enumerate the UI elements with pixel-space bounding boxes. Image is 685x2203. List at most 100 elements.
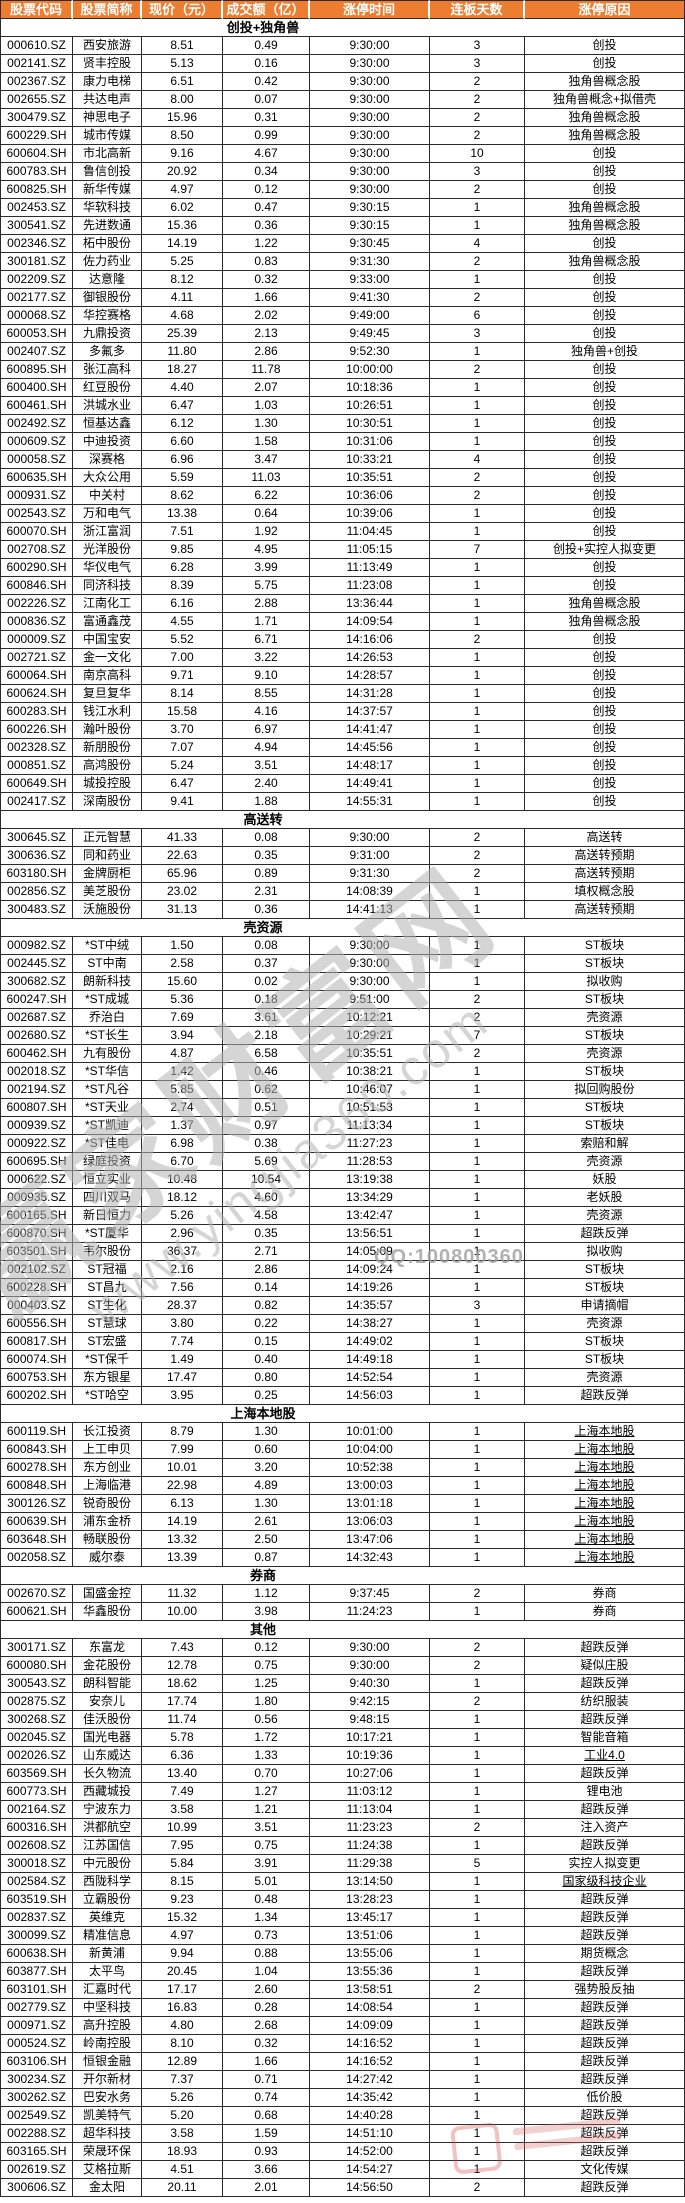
table-row: 300606.SZ 金太阳 20.11 2.01 14:56:50 2 超跌反弹 <box>0 2179 685 2197</box>
cell-price: 2.58 <box>142 955 223 973</box>
cell-turnover: 0.89 <box>223 865 310 883</box>
table-row: 300171.SZ 东富龙 7.43 0.12 9:30:00 2 超跌反弹 <box>0 1639 685 1657</box>
cell-reason: 填权概念股 <box>525 883 685 901</box>
cell-price: 12.78 <box>142 1657 223 1675</box>
cell-stock-name: 多氟多 <box>73 343 142 361</box>
cell-reason: 上海本地股 <box>525 1549 685 1567</box>
cell-limit-time: 11:05:15 <box>310 541 430 559</box>
cell-limit-time: 10:36:06 <box>310 487 430 505</box>
cell-limit-time: 9:30:00 <box>310 829 430 847</box>
cell-limit-time: 13:42:47 <box>310 1207 430 1225</box>
cell-consecutive-days: 1 <box>430 1747 525 1765</box>
cell-turnover: 1.12 <box>223 1585 310 1603</box>
cell-price: 4.51 <box>142 2161 223 2179</box>
table-row: 002445.SZ ST中南 2.58 0.37 9:30:00 1 ST板块 <box>0 955 685 973</box>
cell-price: 17.47 <box>142 1369 223 1387</box>
table-row: 603106.SH 恒银金融 12.89 1.66 14:16:52 1 超跌反弹 <box>0 2053 685 2071</box>
cell-stock-name: 华软科技 <box>73 199 142 217</box>
cell-limit-time: 14:49:18 <box>310 1351 430 1369</box>
cell-price: 6.47 <box>142 775 223 793</box>
cell-consecutive-days: 1 <box>430 1261 525 1279</box>
cell-stock-code: 002226.SZ <box>0 595 73 613</box>
cell-turnover: 0.12 <box>223 1639 310 1657</box>
header-cell-limit-time: 涨停时间 <box>310 0 430 19</box>
table-row: 600604.SH 市北高新 9.16 4.67 9:30:00 10 创投 <box>0 145 685 163</box>
cell-price: 3.95 <box>142 1387 223 1405</box>
cell-stock-name: 精准信息 <box>73 1927 142 1945</box>
cell-limit-time: 10:30:51 <box>310 415 430 433</box>
cell-price: 1.49 <box>142 1351 223 1369</box>
cell-price: 5.24 <box>142 757 223 775</box>
cell-limit-time: 13:28:23 <box>310 1891 430 1909</box>
cell-stock-name: 畅联股份 <box>73 1531 142 1549</box>
table-row: 002367.SZ 康力电梯 6.51 0.42 9:30:00 2 独角兽概念股 <box>0 73 685 91</box>
cell-reason: 创投 <box>525 703 685 721</box>
cell-limit-time: 11:13:34 <box>310 1117 430 1135</box>
table-row: 600638.SH 新黄浦 9.94 0.88 13:55:06 1 期货概念 <box>0 1945 685 1963</box>
cell-stock-name: 江苏国信 <box>73 1837 142 1855</box>
cell-reason: 注入资产 <box>525 1819 685 1837</box>
cell-stock-name: 山东威达 <box>73 1747 142 1765</box>
cell-consecutive-days: 1 <box>430 667 525 685</box>
cell-consecutive-days: 1 <box>430 775 525 793</box>
cell-price: 18.62 <box>142 1675 223 1693</box>
cell-stock-name: 鲁信创投 <box>73 163 142 181</box>
cell-limit-time: 10:31:06 <box>310 433 430 451</box>
table-row: 002856.SZ 美芝股份 23.02 2.31 14:08:39 1 填权概念股 <box>0 883 685 901</box>
cell-reason: 创投+实控人拟变更 <box>525 541 685 559</box>
cell-price: 9.23 <box>142 1891 223 1909</box>
cell-turnover: 8.55 <box>223 685 310 703</box>
cell-stock-name: 佳沃股份 <box>73 1711 142 1729</box>
table-row: 300018.SZ 中元股份 5.84 3.91 11:29:38 5 实控人拟变更 <box>0 1855 685 1873</box>
section-header-row: 壳资源 <box>0 919 685 937</box>
cell-turnover: 0.83 <box>223 253 310 271</box>
cell-consecutive-days: 1 <box>430 1063 525 1081</box>
cell-reason: 超跌反弹 <box>525 1891 685 1909</box>
cell-stock-code: 002018.SZ <box>0 1063 73 1081</box>
cell-consecutive-days: 1 <box>430 1099 525 1117</box>
cell-stock-code: 600316.SH <box>0 1819 73 1837</box>
cell-consecutive-days: 2 <box>430 109 525 127</box>
cell-price: 2.96 <box>142 1225 223 1243</box>
cell-consecutive-days: 4 <box>430 235 525 253</box>
cell-consecutive-days: 1 <box>430 397 525 415</box>
table-row: 603569.SH 长久物流 13.40 0.70 10:27:06 1 超跌反弹 <box>0 1765 685 1783</box>
cell-turnover: 3.98 <box>223 1603 310 1621</box>
section-title: 壳资源 <box>0 919 525 937</box>
cell-reason: 超跌反弹 <box>525 1909 685 1927</box>
cell-stock-code: 600843.SH <box>0 1441 73 1459</box>
cell-stock-code: 600753.SH <box>0 1369 73 1387</box>
cell-stock-code: 300479.SZ <box>0 109 73 127</box>
cell-stock-name: 美芝股份 <box>73 883 142 901</box>
cell-limit-time: 14:49:41 <box>310 775 430 793</box>
table-row: 002680.SZ *ST长生 3.94 2.18 10:29:21 7 ST板块 <box>0 1027 685 1045</box>
cell-limit-time: 14:38:27 <box>310 1315 430 1333</box>
cell-consecutive-days: 1 <box>430 1441 525 1459</box>
cell-reason: 独角兽概念股 <box>525 73 685 91</box>
cell-stock-code: 600695.SH <box>0 1153 73 1171</box>
cell-consecutive-days: 2 <box>430 1045 525 1063</box>
cell-reason: 超跌反弹 <box>525 2017 685 2035</box>
cell-stock-code: 000982.SZ <box>0 937 73 955</box>
cell-stock-code: 603648.SH <box>0 1531 73 1549</box>
cell-stock-name: 锐奇股份 <box>73 1495 142 1513</box>
cell-turnover: 0.82 <box>223 1297 310 1315</box>
cell-limit-time: 14:52:54 <box>310 1369 430 1387</box>
cell-limit-time: 14:41:47 <box>310 721 430 739</box>
cell-consecutive-days: 1 <box>430 973 525 991</box>
cell-stock-code: 002045.SZ <box>0 1729 73 1747</box>
cell-turnover: 1.88 <box>223 793 310 811</box>
cell-turnover: 1.30 <box>223 1423 310 1441</box>
table-row: 002543.SZ 万和电气 13.38 0.64 10:39:06 1 创投 <box>0 505 685 523</box>
cell-limit-time: 14:09:54 <box>310 613 430 631</box>
table-row: 000058.SZ 深赛格 6.96 3.47 10:33:21 4 创投 <box>0 451 685 469</box>
cell-price: 2.74 <box>142 1099 223 1117</box>
cell-limit-time: 10:17:21 <box>310 1729 430 1747</box>
cell-stock-code: 002328.SZ <box>0 739 73 757</box>
cell-turnover: 0.25 <box>223 1387 310 1405</box>
cell-turnover: 1.59 <box>223 2125 310 2143</box>
cell-limit-time: 14:48:17 <box>310 757 430 775</box>
cell-stock-code: 603101.SH <box>0 1981 73 1999</box>
cell-turnover: 0.93 <box>223 2143 310 2161</box>
table-row: 600278.SH 东方创业 10.01 3.20 10:52:38 1 上海本地股 <box>0 1459 685 1477</box>
